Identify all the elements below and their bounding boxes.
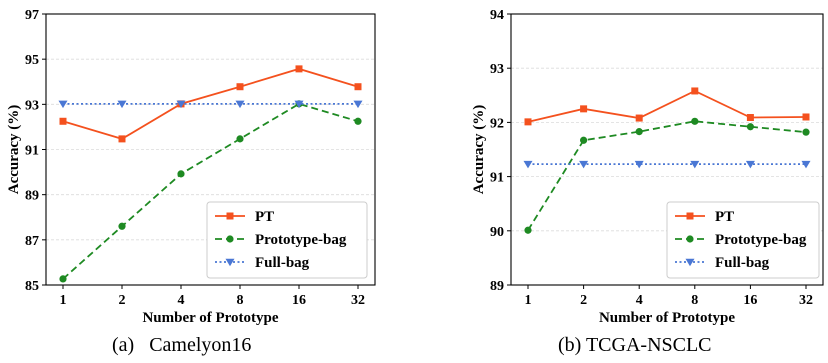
y-tick-label: 94: [490, 8, 504, 23]
series-line-prototype-bag: [62, 102, 359, 280]
chart-panel-2: 89 90 91 92 93 94 1 2 4 8 16 32 Number of Prototype A…: [471, 8, 824, 326]
data-point-full-bag: [745, 160, 755, 169]
legend-label-pt: PT: [255, 209, 274, 225]
series-prototype-bag: [524, 117, 810, 234]
data-point-full-bag: [690, 160, 700, 169]
x-tick-label: 1: [525, 293, 532, 308]
data-point-prototype-bag: [691, 117, 699, 125]
data-point-pt: [691, 87, 699, 95]
data-point-prototype-bag: [580, 136, 588, 144]
data-point-prototype-bag: [118, 222, 126, 230]
data-point-pt: [746, 114, 754, 122]
chart-panel-1: 85 87 89 91 93 95 97 1 2 4 8 16 32 Number of Prototyp…: [6, 8, 376, 326]
legend-marker-prototype-bag: [686, 235, 694, 243]
legend-label-prototype-bag: Prototype-bag: [715, 232, 807, 248]
legend-label-prototype-bag: Prototype-bag: [255, 232, 347, 248]
y-tick-label: 93: [25, 98, 39, 113]
data-point-full-bag: [117, 100, 127, 109]
legend-box: [666, 201, 820, 279]
data-point-prototype-bag: [59, 275, 67, 283]
x-tick-label: 1: [60, 293, 67, 308]
legend-label-full-bag: Full-bag: [715, 255, 770, 271]
legend-marker-full-bag: [685, 258, 695, 267]
data-point-pt: [580, 105, 588, 113]
data-point-pt: [354, 83, 362, 91]
caption-camelyon16: (a) Camelyon16: [112, 334, 252, 356]
data-point-prototype-bag: [354, 117, 362, 125]
series-line-prototype-bag: [527, 120, 807, 231]
data-point-pt: [59, 117, 67, 125]
series-full-bag: [58, 100, 363, 109]
y-tick-label: 95: [25, 53, 39, 68]
y-axis-label: Accuracy (%): [6, 105, 22, 195]
data-point-prototype-bag: [236, 135, 244, 143]
y-tick-label: 91: [25, 144, 39, 159]
series-pt: [524, 87, 810, 126]
y-tick-label: 97: [25, 8, 39, 23]
data-point-pt: [802, 113, 810, 121]
data-point-pt: [524, 118, 532, 126]
y-tick-label: 89: [490, 279, 504, 294]
data-point-prototype-bag: [177, 170, 185, 178]
series-line-pt: [62, 67, 359, 140]
x-tick-label: 2: [580, 293, 587, 308]
data-point-pt: [295, 65, 303, 73]
y-tick-label: 93: [490, 62, 504, 77]
data-point-full-bag: [801, 160, 811, 169]
series-full-bag: [523, 160, 811, 169]
caption-tcga-nsclc: (b) TCGA-NSCLC: [558, 334, 712, 356]
data-point-pt: [236, 83, 244, 91]
y-tick-label: 89: [25, 189, 39, 204]
data-point-prototype-bag: [746, 123, 755, 131]
data-point-full-bag: [523, 160, 533, 169]
data-point-full-bag: [176, 100, 186, 109]
x-tick-label: 16: [292, 293, 306, 308]
x-tick-label: 2: [119, 293, 126, 308]
x-tick-label: 32: [799, 293, 813, 308]
y-tick-label: 87: [25, 234, 39, 249]
data-point-prototype-bag: [635, 128, 643, 136]
x-axis-label: Number of Prototype: [599, 310, 735, 326]
x-tick-label: 4: [636, 293, 643, 308]
data-point-full-bag: [294, 100, 304, 109]
data-point-full-bag: [579, 160, 589, 169]
y-tick-label: 91: [490, 171, 504, 186]
x-tick-label: 4: [178, 293, 185, 308]
x-axis-label: Number of Prototype: [142, 310, 278, 326]
data-point-prototype-bag: [802, 128, 810, 136]
data-point-pt: [118, 135, 126, 143]
data-point-full-bag: [353, 100, 363, 109]
legend-marker-prototype-bag: [226, 235, 234, 243]
series-line-pt: [527, 89, 807, 123]
data-point-full-bag: [58, 100, 68, 109]
data-point-prototype-bag: [524, 226, 532, 234]
plot-frame: [510, 13, 824, 286]
x-tick-label: 16: [743, 293, 757, 308]
x-tick-label: 8: [237, 293, 244, 308]
legend-marker-pt: [686, 212, 694, 220]
y-axis-label: Accuracy (%): [471, 105, 487, 195]
y-tick-label: 90: [490, 225, 504, 240]
data-point-full-bag: [235, 100, 245, 109]
legend: PT Prototype-bag Full-bag: [206, 201, 368, 279]
data-point-full-bag: [634, 160, 644, 169]
legend: PT Prototype-bag Full-bag: [666, 201, 820, 279]
legend-label-pt: PT: [715, 209, 734, 225]
y-tick-label: 85: [25, 279, 39, 294]
data-point-pt: [635, 114, 643, 122]
legend-label-full-bag: Full-bag: [255, 255, 310, 271]
x-tick-label: 8: [691, 293, 698, 308]
legend-marker-full-bag: [225, 258, 235, 267]
legend-box: [206, 201, 368, 279]
legend-marker-pt: [226, 212, 234, 220]
y-tick-label: 92: [490, 116, 504, 131]
x-tick-label: 32: [351, 293, 365, 308]
